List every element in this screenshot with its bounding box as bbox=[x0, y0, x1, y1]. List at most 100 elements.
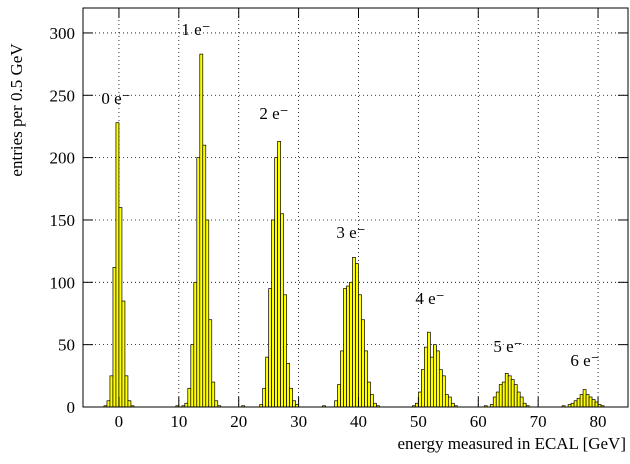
y-tick-label: 100 bbox=[50, 273, 76, 292]
peak-annotation: 6 e⁻ bbox=[570, 351, 599, 370]
histogram-bar bbox=[510, 379, 515, 408]
histogram-bar bbox=[582, 389, 587, 408]
histogram-bar bbox=[280, 213, 284, 408]
histogram-bar bbox=[274, 157, 278, 408]
x-tick-label: 50 bbox=[410, 412, 427, 431]
plot-frame bbox=[82, 7, 629, 408]
histogram-bar bbox=[421, 369, 425, 408]
histogram-bar bbox=[205, 219, 210, 408]
histogram-bar bbox=[211, 381, 216, 408]
x-tick-label: 80 bbox=[590, 412, 607, 431]
histogram-bar bbox=[127, 400, 132, 408]
histogram-bar bbox=[579, 394, 584, 408]
histogram-bar bbox=[358, 294, 362, 408]
histogram-bar bbox=[424, 346, 428, 408]
histogram-bar bbox=[292, 400, 296, 408]
histogram-bar bbox=[570, 402, 575, 408]
histogram-bar bbox=[504, 372, 509, 408]
y-axis-label: entries per 0.5 GeV bbox=[7, 43, 26, 177]
histogram-bar bbox=[492, 396, 497, 408]
histogram-bar bbox=[271, 219, 275, 408]
x-tick-label: 0 bbox=[115, 412, 124, 431]
histogram-bar bbox=[501, 381, 506, 408]
histogram-bar bbox=[121, 300, 126, 408]
histogram-bar bbox=[588, 396, 593, 408]
histogram-bar bbox=[370, 394, 374, 408]
histogram-bar bbox=[498, 384, 503, 408]
x-tick-label: 70 bbox=[530, 412, 547, 431]
histogram-bar bbox=[346, 285, 350, 408]
y-tick-label: 50 bbox=[58, 336, 75, 355]
histogram-bar bbox=[268, 288, 273, 408]
histogram-bar bbox=[184, 402, 189, 408]
histogram-bar bbox=[289, 387, 293, 408]
histogram-bar bbox=[591, 399, 596, 408]
histogram-bar bbox=[112, 267, 117, 408]
histogram-bar bbox=[196, 157, 201, 408]
histogram-bar bbox=[343, 288, 347, 408]
histogram-bar bbox=[519, 396, 524, 408]
peak-annotation: 3 e⁻ bbox=[336, 223, 365, 242]
histogram-bar bbox=[444, 394, 449, 408]
histogram-bar bbox=[214, 400, 219, 408]
histogram-bar bbox=[436, 350, 440, 408]
x-tick-label: 10 bbox=[170, 412, 187, 431]
histogram-bar bbox=[286, 363, 290, 408]
histogram-bar bbox=[522, 402, 527, 408]
histogram-bar bbox=[262, 387, 267, 408]
histogram-bar bbox=[283, 294, 287, 408]
histogram-bar bbox=[433, 344, 437, 408]
y-tick-label: 200 bbox=[50, 149, 76, 168]
histogram-bar bbox=[427, 331, 431, 408]
histogram-bar bbox=[364, 350, 368, 408]
histogram-bar bbox=[441, 375, 446, 408]
histogram-bar bbox=[334, 400, 338, 408]
peak-annotation: 1 e⁻ bbox=[181, 20, 210, 39]
histogram-bar bbox=[361, 319, 365, 408]
y-tick-label: 250 bbox=[50, 86, 76, 105]
y-tick-label: 0 bbox=[67, 398, 76, 417]
x-tick-label: 60 bbox=[470, 412, 487, 431]
peak-annotation: 4 e⁻ bbox=[415, 289, 444, 308]
x-tick-label: 20 bbox=[230, 412, 247, 431]
histogram-bar bbox=[573, 400, 578, 408]
histogram-bar bbox=[373, 402, 377, 408]
histogram-bar bbox=[199, 53, 204, 408]
histogram-bar bbox=[507, 375, 512, 408]
histogram-bar bbox=[265, 356, 270, 408]
histogram-bar bbox=[190, 344, 195, 408]
histogram-bar bbox=[202, 144, 207, 408]
peak-annotation: 0 e⁻ bbox=[101, 89, 130, 108]
histogram-bar bbox=[367, 381, 371, 408]
histogram-bar bbox=[208, 319, 213, 408]
histogram-bar bbox=[349, 281, 353, 408]
histogram-bar bbox=[516, 391, 521, 408]
histogram-bar bbox=[438, 369, 443, 408]
histogram-bar bbox=[124, 375, 129, 408]
y-tick-label: 150 bbox=[50, 211, 76, 230]
histogram-bar bbox=[447, 396, 452, 408]
histogram-bar bbox=[340, 350, 344, 408]
histogram-bar bbox=[187, 387, 192, 408]
histogram-bar bbox=[352, 257, 356, 408]
histogram-bar bbox=[115, 122, 120, 408]
histogram-bar bbox=[495, 391, 500, 408]
peak-annotation: 2 e⁻ bbox=[259, 104, 288, 123]
histogram-bar bbox=[355, 263, 359, 408]
histogram-bar bbox=[277, 141, 281, 408]
histogram-bar bbox=[118, 207, 123, 408]
histogram-bar bbox=[337, 384, 341, 408]
histogram-bar bbox=[585, 394, 590, 408]
y-tick-label: 300 bbox=[50, 24, 76, 43]
histogram-bar bbox=[109, 375, 114, 408]
x-tick-label: 40 bbox=[350, 412, 367, 431]
x-axis-label: energy measured in ECAL [GeV] bbox=[398, 434, 626, 453]
histogram-bar bbox=[513, 384, 518, 408]
histogram-bar bbox=[193, 281, 198, 408]
histogram-bar bbox=[106, 400, 111, 408]
x-tick-label: 30 bbox=[290, 412, 307, 431]
peak-annotation: 5 e⁻ bbox=[493, 337, 522, 356]
histogram-bar bbox=[430, 356, 434, 408]
